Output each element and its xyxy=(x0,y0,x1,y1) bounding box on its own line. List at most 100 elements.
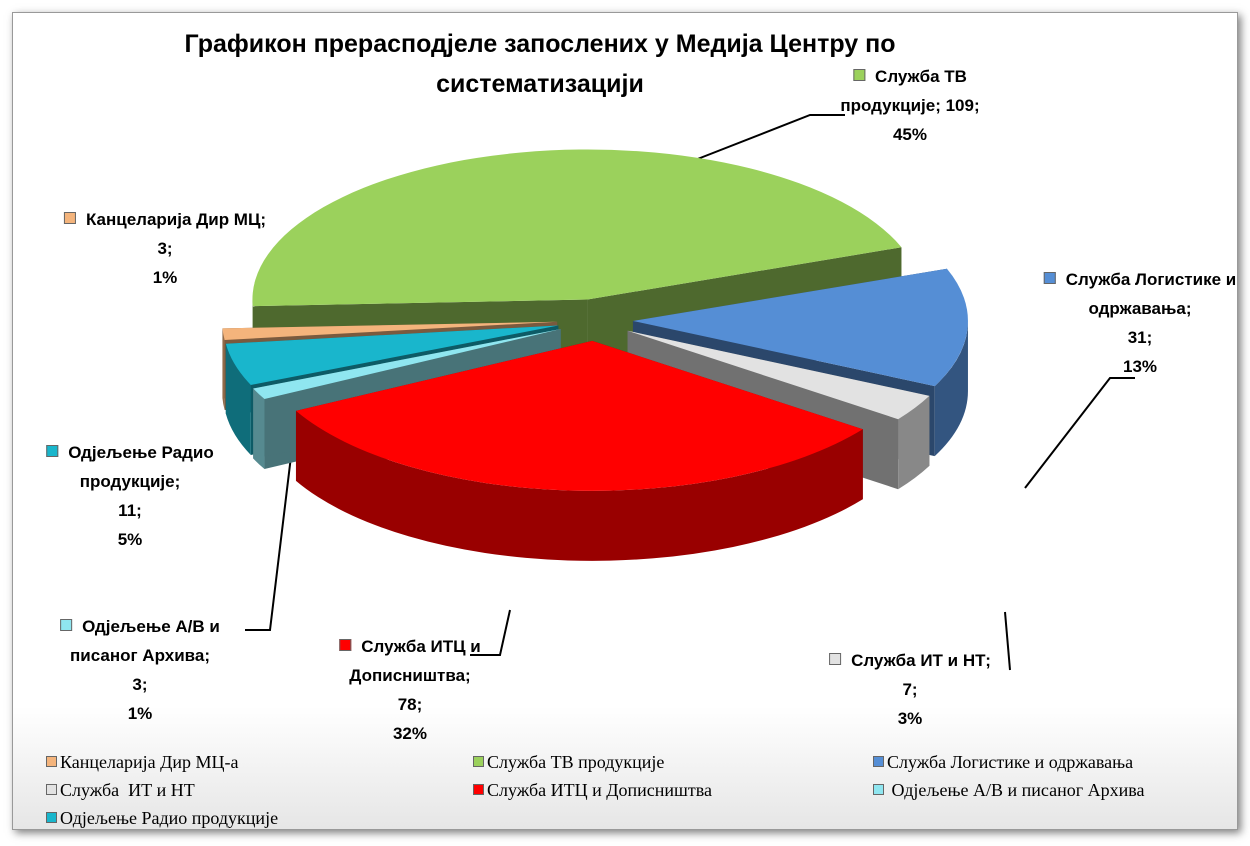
data-label: Одјељење Радио продукције; 11; 5% xyxy=(46,438,214,554)
legend-text: Одјељење Радио продукције xyxy=(60,808,279,828)
label-text: Служба ИТ и НТ; xyxy=(851,651,991,670)
data-label-line: 13% xyxy=(1044,352,1236,381)
legend-swatch xyxy=(46,756,57,767)
label-text: писаног Архива; xyxy=(70,646,210,665)
legend-item: Одјељење Радио продукције xyxy=(46,808,278,829)
data-label-line: 1% xyxy=(60,699,220,728)
legend-text: Одјељење А/В и писаног Архива xyxy=(887,780,1145,800)
label-text: Служба ТВ xyxy=(875,67,967,86)
legend-swatch xyxy=(473,756,484,767)
label-text: продукције; 109; xyxy=(840,96,980,115)
slice xyxy=(295,340,863,561)
legend-item: Канцеларија Дир МЦ-а xyxy=(46,752,239,773)
slice xyxy=(627,330,930,420)
legend-item: Одјељење А/В и писаног Архива xyxy=(873,780,1145,801)
label-text: 7; xyxy=(902,680,918,699)
data-label-line: Служба ИТ и НТ; xyxy=(829,646,991,675)
slice xyxy=(632,268,968,387)
label-text: 3; xyxy=(132,675,148,694)
slice-side xyxy=(222,328,225,411)
label-marker xyxy=(1043,272,1056,284)
data-label: Служба ИТЦ и Дописништва; 78; 32% xyxy=(339,632,481,748)
label-text: Служба ИТЦ и xyxy=(361,637,481,656)
data-label-line: 3% xyxy=(829,704,991,733)
legend-swatch xyxy=(46,812,57,823)
slice xyxy=(225,325,559,385)
data-label-line: 7; xyxy=(829,675,991,704)
slice xyxy=(222,321,558,341)
leader-line xyxy=(470,609,511,656)
legend-swatch xyxy=(46,784,57,795)
data-label: Служба ТВ продукције; 109; 45% xyxy=(840,62,979,149)
data-label-line: 3; xyxy=(64,234,266,263)
legend-item: Служба ТВ продукције xyxy=(473,752,664,773)
leader-lines xyxy=(245,114,1135,671)
label-marker xyxy=(60,619,73,631)
label-text: 31; xyxy=(1127,328,1153,347)
data-label-line: Одјељење Радио xyxy=(46,438,214,467)
data-label-line: 31; xyxy=(1044,323,1236,352)
legend-text: Служба Логистике и одржавања xyxy=(887,752,1134,772)
label-text: одржавања; xyxy=(1088,299,1192,318)
leader-line xyxy=(1024,377,1135,489)
label-marker xyxy=(853,69,866,81)
label-text: 32% xyxy=(392,724,428,743)
slice-side xyxy=(253,388,265,470)
data-label-line: 1% xyxy=(64,263,266,292)
legend-item: Служба ИТЦ и Дописништва xyxy=(473,780,712,801)
slice-side xyxy=(225,343,251,455)
legend-text: Служба ИТ и НТ xyxy=(60,780,195,800)
label-text: 3% xyxy=(897,709,923,728)
label-text: 5% xyxy=(117,530,143,549)
data-label-line: 5% xyxy=(46,525,213,554)
data-label-line: одржавања; xyxy=(1044,294,1236,323)
slice-side xyxy=(295,410,863,561)
data-label-line: Канцеларија Дир МЦ; xyxy=(63,205,267,234)
chart-title: Графикон прерасподјеле запослених у Меди… xyxy=(184,30,896,98)
data-label-line: 45% xyxy=(840,120,979,149)
label-text: продукције; xyxy=(79,472,181,491)
label-text: 45% xyxy=(892,125,928,144)
data-label: Одјељење А/В и писаног Архива; 3; 1% xyxy=(60,612,220,728)
leader-line xyxy=(245,447,293,631)
label-marker xyxy=(46,445,59,457)
data-label: Служба Логистике и одржавања; 31; 13% xyxy=(1043,265,1237,381)
data-label-line: Дописништва; xyxy=(339,661,480,690)
leader-line xyxy=(1004,611,1011,671)
pie xyxy=(222,149,968,561)
data-label-line: писаног Архива; xyxy=(60,641,220,670)
data-label: Служба ИТ и НТ; 7; 3% xyxy=(829,646,991,733)
legend-text: Канцеларија Дир МЦ-а xyxy=(60,752,239,772)
legend-swatch xyxy=(873,756,884,767)
data-label-line: 3; xyxy=(60,670,220,699)
label-text: 3; xyxy=(157,239,173,258)
leader-line xyxy=(694,114,845,161)
slice xyxy=(252,149,902,307)
label-text: Одјељење А/В и xyxy=(82,617,220,636)
data-label-line: продукције; xyxy=(46,467,213,496)
slice xyxy=(253,329,561,400)
legend-item: Служба ИТ и НТ xyxy=(46,780,195,801)
legend-swatch xyxy=(873,784,884,795)
data-label-line: Служба ТВ xyxy=(840,62,979,91)
data-label-line: 32% xyxy=(339,719,480,748)
data-label-line: Служба Логистике и xyxy=(1043,265,1237,294)
legend-text: Служба ИТЦ и Дописништва xyxy=(487,780,712,800)
data-label-line: 78; xyxy=(339,690,480,719)
label-text: Одјељење Радио xyxy=(68,443,214,462)
legend-item: Служба Логистике и одржавања xyxy=(873,752,1133,773)
label-text: Канцеларија Дир МЦ; xyxy=(85,210,267,229)
label-text: Служба Логистике и xyxy=(1065,270,1237,289)
data-label-line: Одјељење А/В и xyxy=(60,612,220,641)
label-marker xyxy=(829,653,842,665)
label-text: 1% xyxy=(127,704,153,723)
label-text: 1% xyxy=(152,268,178,287)
label-text: 13% xyxy=(1122,357,1158,376)
label-marker xyxy=(63,212,76,224)
label-text: 11; xyxy=(118,501,142,520)
legend-text: Служба ТВ продукције xyxy=(487,752,665,772)
label-marker xyxy=(339,639,352,651)
data-label: Канцеларија Дир МЦ; 3; 1% xyxy=(63,205,267,292)
